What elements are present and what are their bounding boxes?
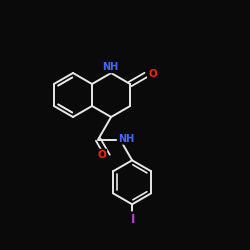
Text: O: O	[97, 150, 106, 160]
Text: O: O	[148, 69, 157, 79]
Text: NH: NH	[118, 134, 134, 143]
Text: I: I	[131, 213, 135, 226]
Text: NH: NH	[102, 62, 118, 72]
